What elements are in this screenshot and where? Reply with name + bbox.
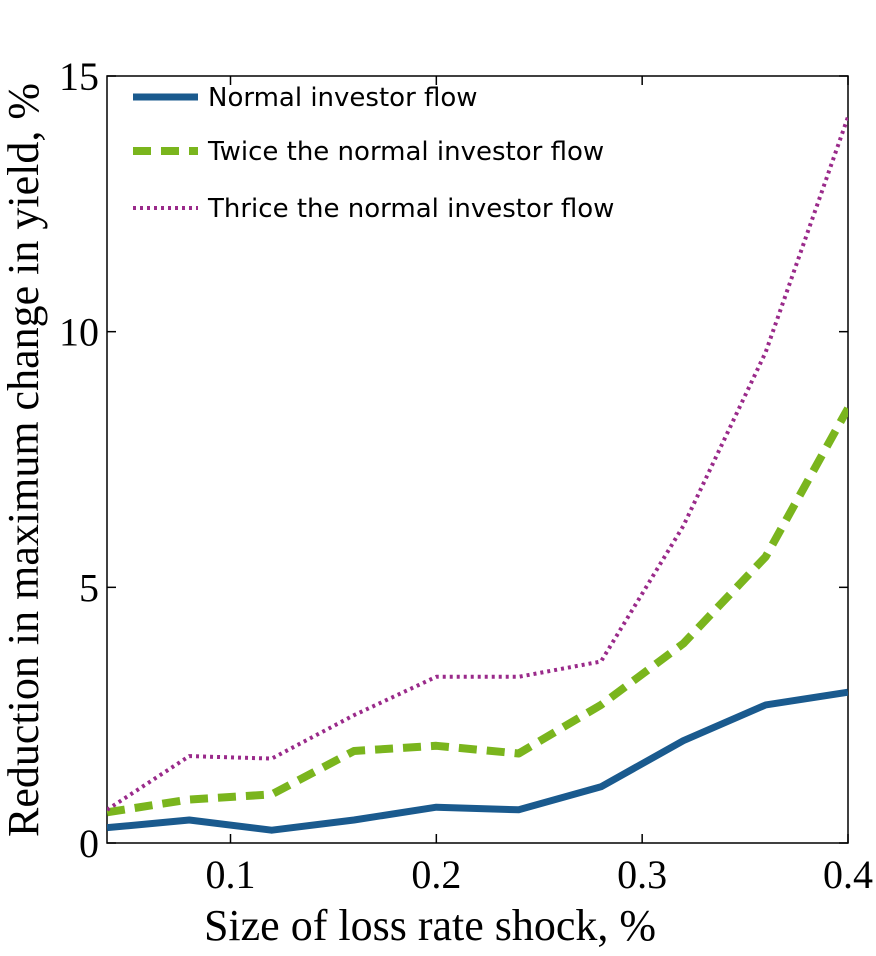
plot-frame: [106, 75, 849, 844]
y-tick-label: 10: [59, 310, 99, 355]
y-tick-label: 15: [59, 54, 99, 99]
legend-label-2: Twice the normal investor flow: [207, 137, 604, 167]
series-line-1: [107, 688, 848, 834]
legend-label-3: Thrice the normal investor flow: [207, 194, 614, 224]
series-line-3: [107, 116, 848, 812]
x-axis-title: Size of loss rate shock, %: [204, 901, 656, 950]
series-line-2: [107, 406, 848, 817]
y-tick-label: 0: [79, 821, 99, 866]
y-tick-label: 5: [79, 565, 99, 610]
x-tick-label: 0.1: [206, 852, 256, 897]
x-tick-label: 0.4: [823, 852, 873, 897]
legend-label-1: Normal investor flow: [208, 83, 478, 113]
chart-marks: 0 5 10 15 0.1 0.2 0.3 0.4 Normal investor flow Tw…: [59, 54, 873, 897]
y-axis-title: Reduction in maximum change in yield, %: [0, 83, 48, 837]
x-tick-label: 0.3: [617, 852, 667, 897]
x-tick-label: 0.2: [411, 852, 461, 897]
legend: Normal investor flow Twice the normal inv…: [133, 83, 614, 224]
